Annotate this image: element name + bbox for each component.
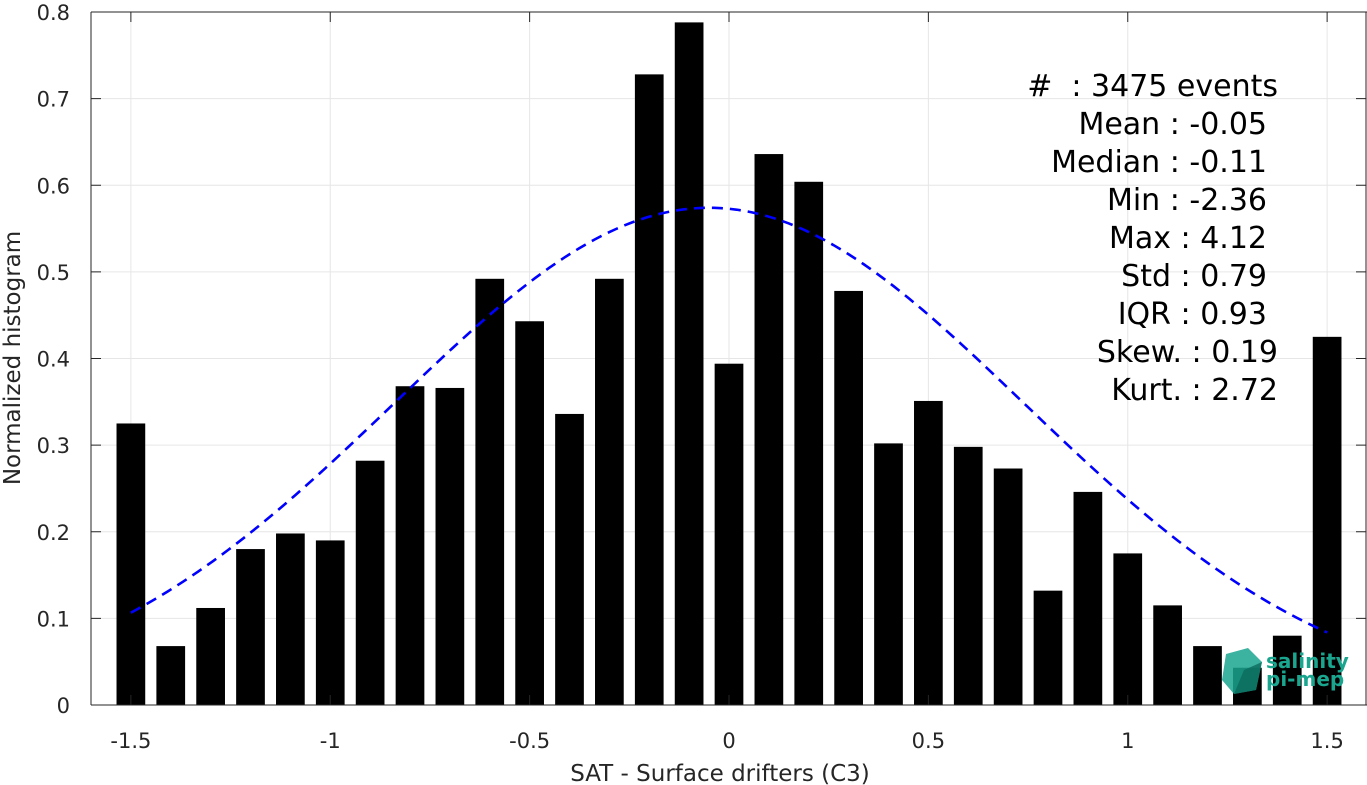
x-tick-label: -0.5 [509,729,550,753]
y-tick-label: 0.4 [37,348,70,372]
histogram-bar [874,443,903,705]
histogram-bar [196,607,225,705]
y-tick-label: 0.6 [37,174,70,198]
histogram-bar [1073,491,1103,705]
salinity-pimep-logo: salinity pi-mep [1222,648,1349,694]
histogram-bar [674,22,704,705]
histogram-bar [555,413,584,705]
x-axis-label: SAT - Surface drifters (C3) [570,761,870,785]
stat-line: Min : -2.36 [1107,183,1267,218]
histogram-bar [993,468,1023,705]
y-tick-label: 0.5 [37,261,70,285]
y-tick-label: 0 [57,694,70,718]
x-tick-label: -1 [320,729,341,753]
histogram-bar [1312,336,1342,705]
stat-line: Std : 0.79 [1121,259,1267,294]
x-tick-label: 1.5 [1310,729,1343,753]
histogram-bar [914,400,943,705]
y-tick-label: 0.1 [37,607,70,631]
histogram-bar [475,278,505,705]
histogram-bar [1113,553,1143,705]
histogram-bar [236,549,265,705]
histogram-bar [116,423,146,705]
stat-line: Skew. : 0.19 [1097,335,1278,370]
stat-line: Median : -0.11 [1051,145,1267,180]
histogram-bar [395,386,425,705]
logo-text-line1: salinity [1266,649,1349,673]
histogram-bar [1193,646,1222,705]
histogram-bar [1272,635,1302,705]
logo-text-line2: pi-mep [1266,667,1344,691]
x-tick-label: 0 [722,729,735,753]
y-tick-label: 0.8 [37,1,70,25]
histogram-bar [1033,590,1063,705]
bars-layer [116,22,1342,706]
y-tick-label: 0.3 [37,434,70,458]
stat-line: IQR : 0.93 [1118,297,1267,332]
y-tick-label: 0.2 [37,521,70,545]
histogram-bar [754,154,784,705]
stat-line: Kurt. : 2.72 [1111,373,1278,408]
x-tick-label: 1 [1121,729,1134,753]
x-tick-label: -1.5 [110,729,151,753]
histogram-bar [834,290,863,705]
x-tick-label: 0.5 [912,729,945,753]
histogram-bar [355,460,385,705]
histogram-bar [595,278,624,705]
histogram-bar [634,74,664,706]
stat-line: Max : 4.12 [1109,221,1267,256]
histogram-bar [794,181,824,705]
histogram-bar [953,446,983,705]
histogram-bar [435,387,465,705]
logo-cube-shade [1234,662,1262,694]
y-axis-label: Normalized histogram [0,231,26,485]
histogram-bar [515,321,544,705]
histogram-bar [714,363,744,705]
stat-line: Mean : -0.05 [1078,107,1267,142]
stat-line: # : 3475 events [1027,69,1278,104]
y-tick-label: 0.7 [37,88,70,112]
ticks-layer: -1.5 -1 -0.5 0 0.5 1 1.5 0 0.1 0.2 0.3 0.4 0.5 0.6 0.7… [37,1,1366,753]
histogram-bar [276,533,305,705]
histogram-bar [156,646,186,705]
histogram-bar [1153,605,1182,705]
histogram-bar [315,540,345,705]
